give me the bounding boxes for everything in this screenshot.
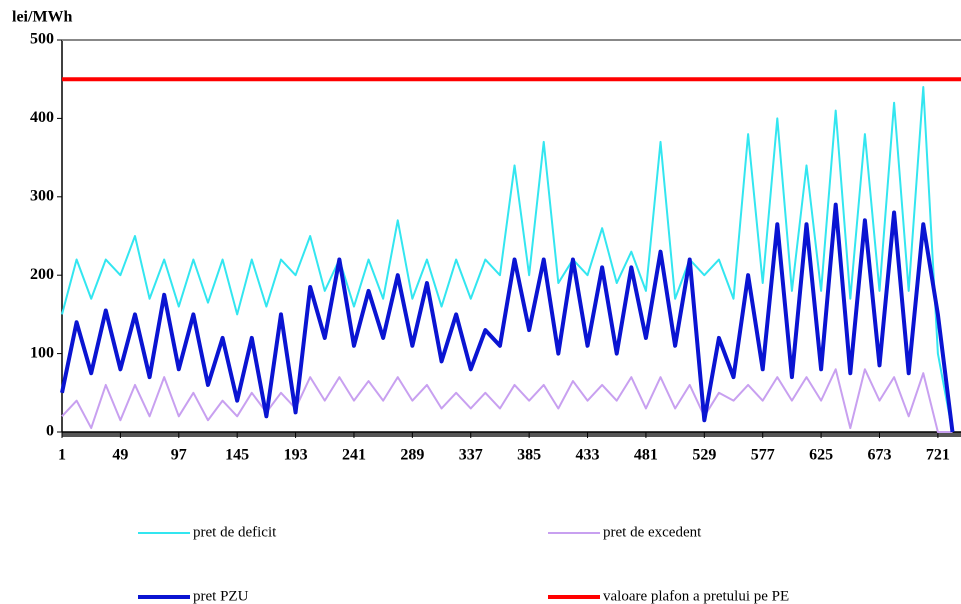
x-tick-label: 577 <box>751 447 775 464</box>
y-tick-label: 0 <box>46 423 54 440</box>
y-tick-label: 500 <box>30 31 54 48</box>
x-axis-band <box>62 432 961 437</box>
legend-label: pret PZU <box>193 588 249 604</box>
x-tick-label: 337 <box>459 447 483 464</box>
x-tick-label: 385 <box>517 447 541 464</box>
x-tick-label: 481 <box>634 447 658 464</box>
x-tick-label: 193 <box>284 447 308 464</box>
series-line <box>61 86 954 433</box>
x-tick-label: 433 <box>576 447 600 464</box>
x-tick-label: 97 <box>171 447 187 464</box>
y-tick-label: 400 <box>30 109 54 126</box>
legend-label: valoare plafon a pretului pe PE <box>603 588 789 604</box>
legend-label: pret de excedent <box>603 524 702 540</box>
y-axis-label: lei/MWh <box>12 9 73 26</box>
y-tick-label: 200 <box>30 266 54 283</box>
x-tick-label: 673 <box>867 447 891 464</box>
x-tick-label: 625 <box>809 447 833 464</box>
x-tick-label: 289 <box>400 447 424 464</box>
legend-label: pret de deficit <box>193 524 277 540</box>
x-tick-label: 1 <box>58 447 66 464</box>
y-tick-label: 100 <box>30 344 54 361</box>
x-tick-label: 241 <box>342 447 366 464</box>
series-line <box>61 368 953 433</box>
x-tick-label: 49 <box>112 447 128 464</box>
y-tick-label: 300 <box>30 187 54 204</box>
x-tick-label: 529 <box>692 447 716 464</box>
x-tick-label: 721 <box>926 447 950 464</box>
series-line <box>60 202 955 433</box>
x-tick-label: 145 <box>225 447 249 464</box>
